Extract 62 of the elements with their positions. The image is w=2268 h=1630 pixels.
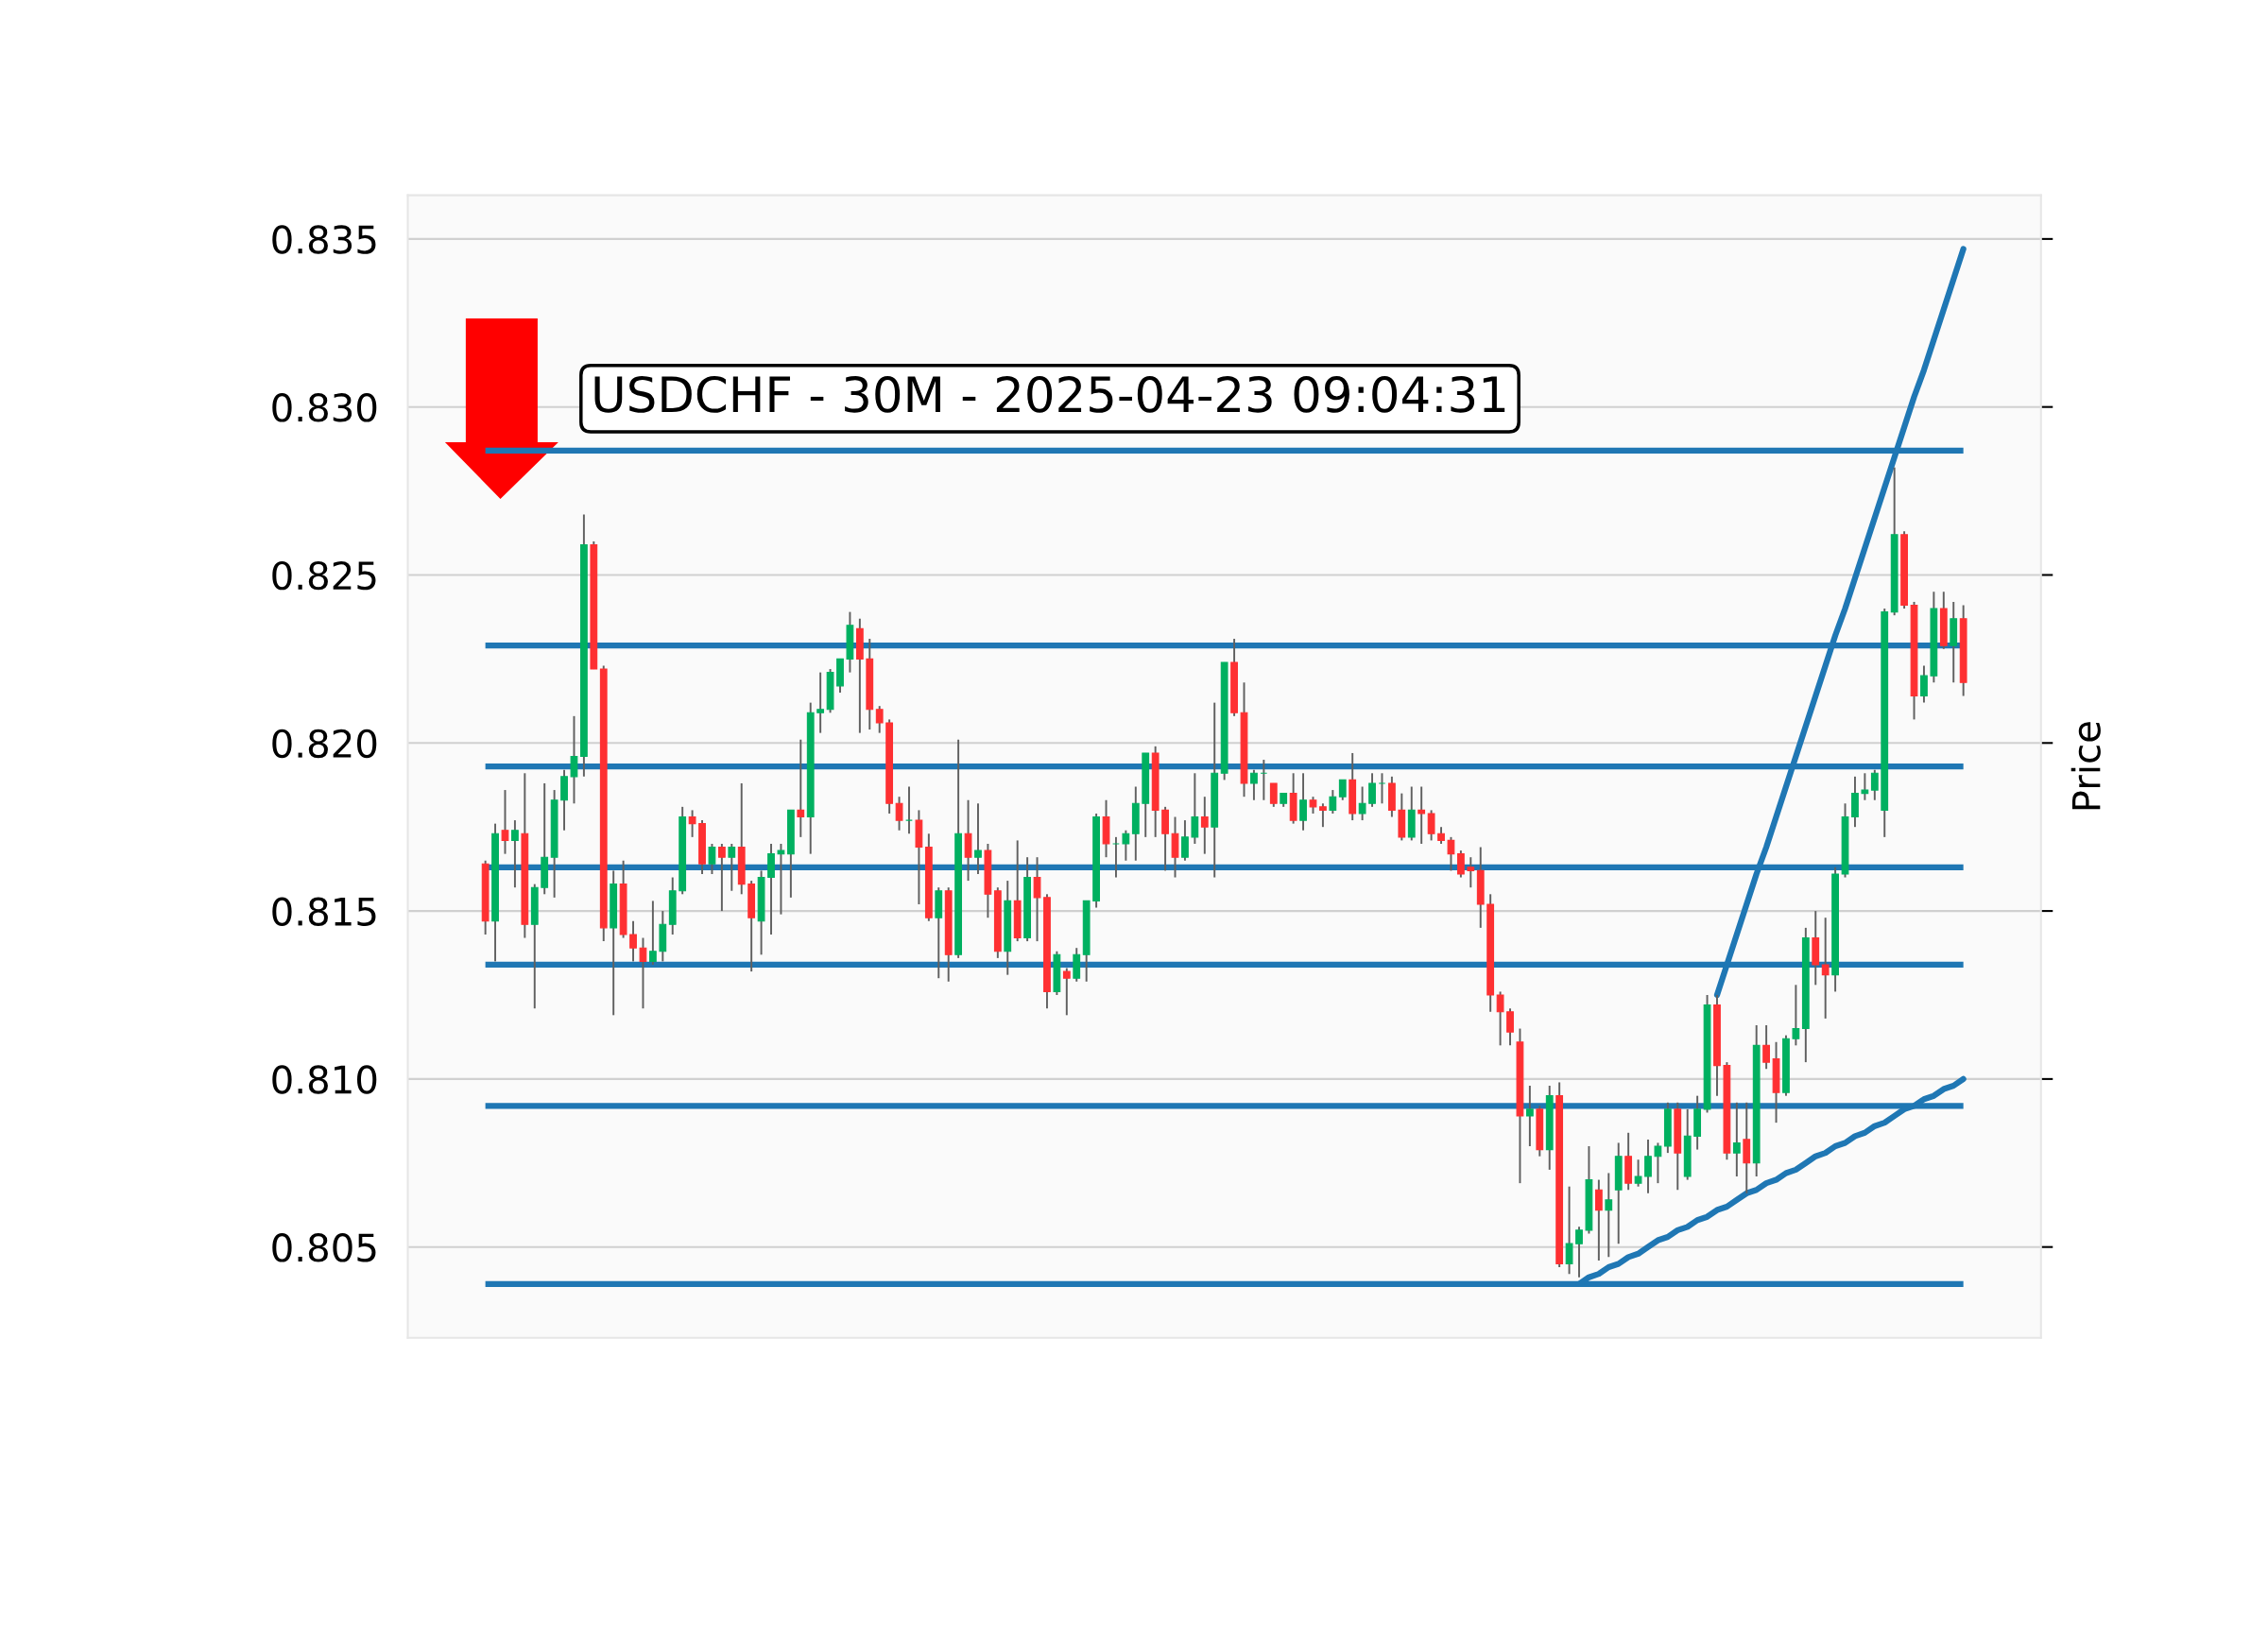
- candlestick: [688, 809, 696, 838]
- candlestick: [1191, 772, 1199, 845]
- candlestick: [1575, 1226, 1583, 1278]
- candlestick: [1033, 856, 1041, 943]
- candlestick: [1920, 664, 1928, 704]
- candlestick: [1821, 917, 1830, 1020]
- candlestick: [1427, 809, 1435, 842]
- candlestick: [728, 843, 736, 892]
- candlestick: [1605, 1172, 1613, 1259]
- candlestick: [974, 802, 982, 875]
- candlestick: [1654, 1141, 1662, 1185]
- y-tick-label: 0.825: [272, 560, 376, 591]
- candlestick: [1358, 785, 1366, 822]
- candlestick: [1269, 781, 1278, 808]
- candlestick: [1565, 1185, 1573, 1276]
- candlestick: [717, 843, 726, 913]
- candlestick: [1792, 984, 1800, 1047]
- candlestick: [1181, 819, 1189, 862]
- y-tick-label: 0.815: [272, 897, 376, 926]
- y-axis-title: Price: [2070, 722, 2101, 810]
- candlestick: [1634, 1158, 1642, 1188]
- candlestick: [777, 843, 785, 916]
- candlestick: [708, 843, 716, 875]
- candlestick: [570, 714, 578, 805]
- candlestick: [1250, 768, 1258, 801]
- candlestick: [1122, 829, 1130, 862]
- candlestick: [511, 819, 519, 889]
- candlestick: [1368, 772, 1376, 808]
- candlestick: [1594, 1178, 1603, 1261]
- candlestick: [1447, 835, 1455, 872]
- y-tick-label: 0.835: [272, 225, 376, 254]
- text: USDCHF - 30M - 2025-04-23 09:04:31: [594, 375, 1505, 413]
- candlestick: [501, 789, 509, 855]
- candlestick: [1732, 1101, 1741, 1177]
- candlestick: [1200, 796, 1209, 855]
- candlestick: [1525, 1085, 1534, 1147]
- candlestick: [648, 900, 657, 966]
- candlestick: [1870, 768, 1879, 801]
- candlestick: [816, 671, 825, 734]
- candlestick: [1319, 802, 1327, 829]
- candlestick: [1338, 779, 1347, 801]
- candlestick: [1506, 1007, 1514, 1047]
- candlestick: [1062, 967, 1071, 1017]
- candlestick: [1299, 772, 1307, 832]
- y-tick-label: 0.820: [272, 729, 377, 759]
- y-tick-label: 0.805: [272, 1233, 376, 1262]
- candlestick: [629, 919, 637, 963]
- candlestick: [875, 705, 884, 734]
- candlestick: [1456, 849, 1465, 879]
- candlestick: [639, 936, 647, 1010]
- candlestick: [1418, 785, 1426, 845]
- candlestick: [1861, 772, 1869, 801]
- candlestick: [1467, 856, 1475, 889]
- candlestick: [797, 738, 805, 838]
- candlestick: [1378, 772, 1386, 805]
- candlestick: [895, 796, 903, 832]
- candlestick: [1644, 1138, 1652, 1194]
- candlestick: [1762, 1024, 1771, 1071]
- candlestick: [1496, 990, 1504, 1047]
- y-tick-label: 0.810: [272, 1065, 377, 1094]
- candlestick: [1329, 789, 1337, 815]
- y-tick-label: 0.830: [272, 393, 377, 422]
